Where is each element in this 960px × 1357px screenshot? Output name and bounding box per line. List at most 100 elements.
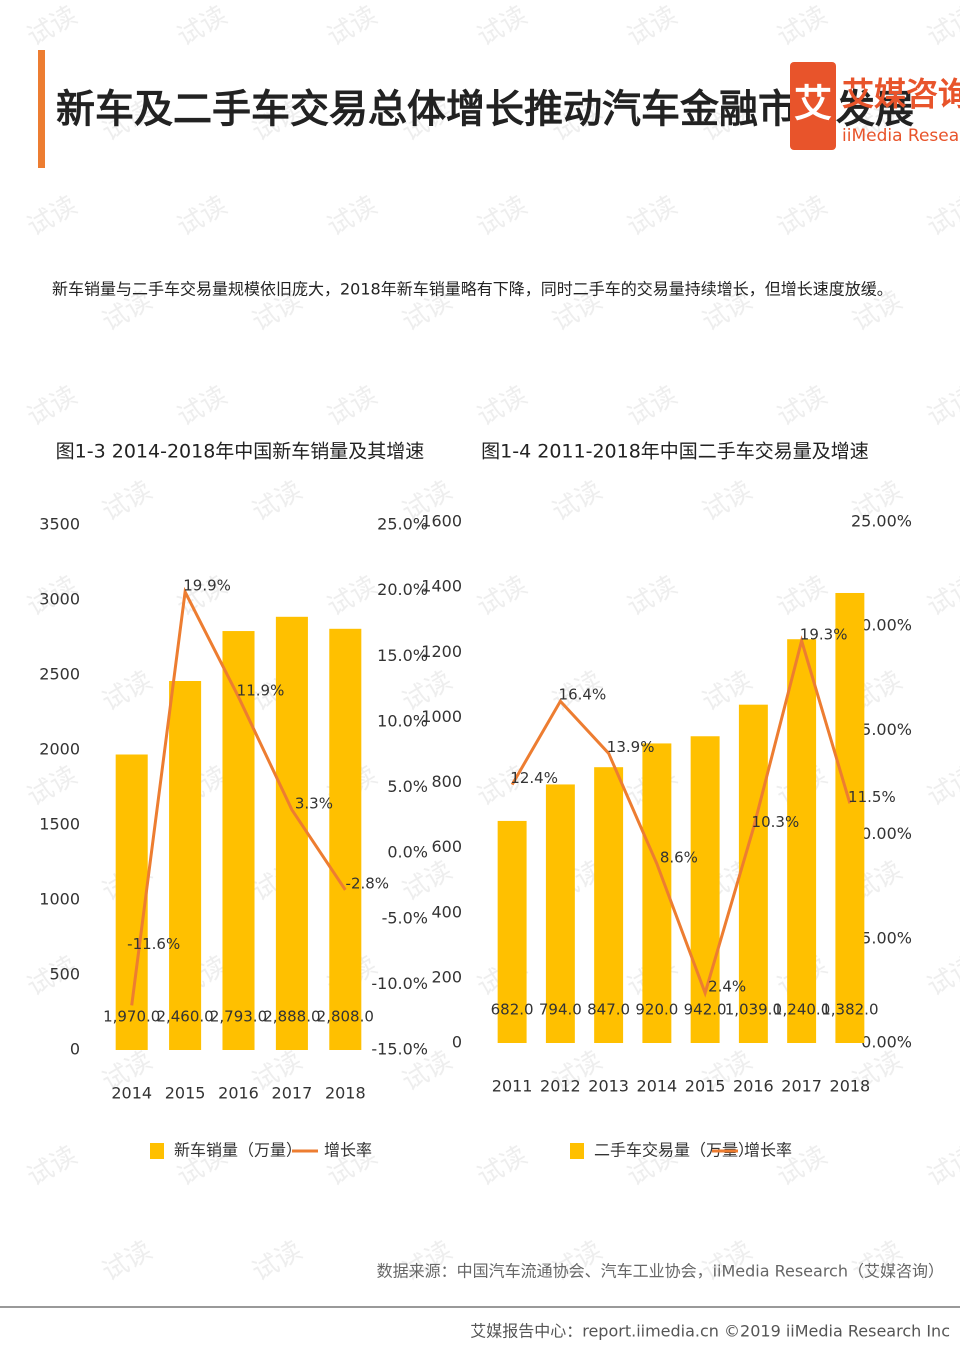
x-tick-label: 2017 [781,1077,822,1096]
line [510,635,852,998]
y-tick-label: 1200 [421,642,462,661]
watermark: 试读 [472,1,532,53]
line-value-label: 19.9% [183,576,231,594]
watermark: 试读 [922,381,960,433]
x-tick-label: 2015 [165,1084,206,1103]
legend-swatch [150,1143,164,1159]
watermark: 试读 [922,761,960,813]
bar-value-label: 1,039.0 [725,1001,782,1019]
y2-tick-label: 15.0% [377,646,428,665]
watermark: 试读 [922,191,960,243]
source: 数据来源：中国汽车流通协会、汽车工业协会，iiMedia Research（艾媒… [377,1262,944,1281]
y-tick-label: 3000 [39,590,80,609]
y2-tick-label: -10.0% [371,974,428,993]
y-tick-label: 1000 [421,707,462,726]
bar-value-label: 1,970.0 [103,1008,160,1026]
x-tick-label: 2017 [272,1084,313,1103]
watermark: 试读 [172,381,232,433]
line-value-label: 16.4% [559,686,607,704]
y-tick-label: 1500 [39,815,80,834]
bar-value-label: 2,808.0 [317,1008,374,1026]
legend-label: 二手车交易量（万量） [594,1141,754,1160]
watermark: 试读 [922,571,960,623]
line-value-label: 12.4% [510,769,558,787]
y2-tick-label: 15.00% [851,720,912,739]
watermark: 试读 [97,476,157,528]
line-value-label: 10.3% [752,813,800,831]
watermark: 试读 [772,191,832,243]
y2-tick-label: -5.0% [382,908,428,927]
y2-tick-label: 0.00% [861,1033,912,1052]
x-tick-label: 2014 [111,1084,152,1103]
watermark: 试读 [622,1,682,53]
y-tick-label: 1600 [421,512,462,531]
bar [329,628,362,1050]
y2-tick-label: 25.0% [377,515,428,534]
watermark: 试读 [322,1,382,53]
bar-value-label: 2,793.0 [210,1008,267,1026]
bar [738,704,768,1043]
watermark: 试读 [22,1141,82,1193]
watermark: 试读 [22,1,82,53]
y-tick-label: 2000 [39,740,80,759]
y-tick-label: 400 [431,902,462,921]
summary: 新车销量与二手车交易量规模依旧庞大，2018年新车销量略有下降，同时二手车的交易… [52,280,893,299]
legend-label: 新车销量（万量） [174,1141,302,1160]
y2-tick-label: 10.00% [851,824,912,843]
watermark: 试读 [22,381,82,433]
x-tick-label: 2018 [325,1084,366,1103]
line-value-label: -2.8% [346,874,390,892]
bar-value-label: 1,382.0 [821,1001,878,1019]
watermark: 试读 [97,666,157,718]
y-tick-label: 0 [452,1033,462,1052]
title-accent [38,50,45,168]
watermark: 试读 [22,761,82,813]
y-tick-label: 1000 [39,890,80,909]
watermark: 试读 [622,381,682,433]
bar [787,639,817,1043]
line [130,586,347,1006]
bar-value-label: 2,460.0 [156,1008,213,1026]
bar-value-label: 847.0 [587,1001,630,1019]
y-tick-label: 800 [431,772,462,791]
y2-tick-label: 0.0% [387,843,428,862]
bar [835,592,865,1043]
watermark: 试读 [472,571,532,623]
bar-value-label: 682.0 [491,1001,534,1019]
line-value-label: 3.3% [295,794,333,812]
watermark: 试读 [547,476,607,528]
y-tick-label: 600 [431,837,462,856]
watermark: 试读 [697,476,757,528]
watermark: 试读 [772,381,832,433]
x-tick-label: 2018 [830,1077,871,1096]
bar-value-label: 794.0 [539,1001,582,1019]
watermark: 试读 [322,571,382,623]
watermark: 试读 [922,951,960,1003]
x-tick-label: 2013 [588,1077,629,1096]
watermark: 试读 [172,191,232,243]
bar [594,767,624,1043]
watermark: 试读 [247,1236,307,1288]
y-tick-label: 2500 [39,665,80,684]
x-tick-label: 2016 [733,1077,774,1096]
watermark: 试读 [22,191,82,243]
watermark: 试读 [622,571,682,623]
y2-tick-label: -15.0% [371,1040,428,1059]
logo-mark: 艾 [794,82,832,126]
x-tick-label: 2016 [218,1084,259,1103]
line-value-label: 13.9% [607,738,655,756]
line-value-label: 8.6% [660,848,698,866]
line-value-label: 11.5% [848,788,896,806]
line-value-label: 2.4% [708,977,746,995]
logo-box [790,62,836,150]
y-tick-label: 0 [70,1040,80,1059]
watermark: 试读 [772,571,832,623]
chart-title: 图1-3 2014-2018年中国新车销量及其增速 [56,441,425,463]
x-tick-label: 2014 [637,1077,678,1096]
bar [275,616,308,1050]
bar [169,681,202,1050]
legend-label: 增长率 [324,1141,372,1160]
watermark: 试读 [472,381,532,433]
x-tick-label: 2012 [540,1077,581,1096]
